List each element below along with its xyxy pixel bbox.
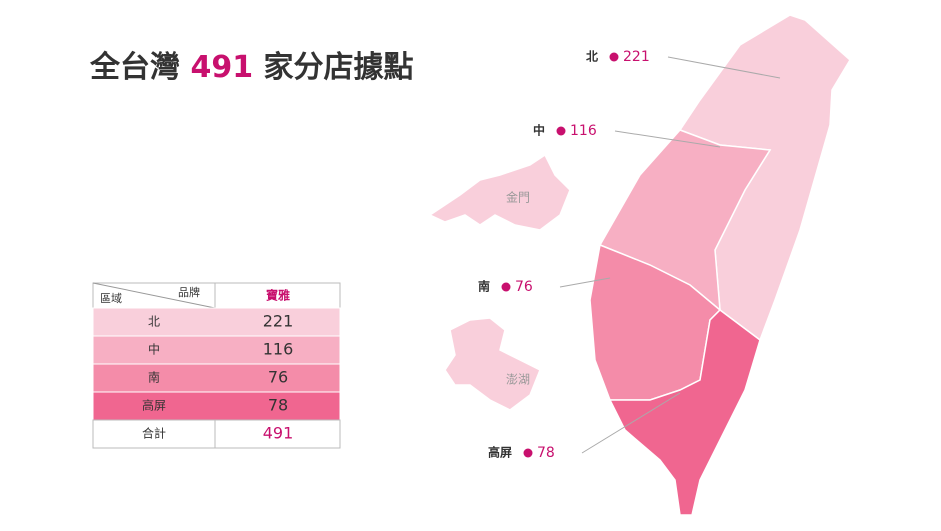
- map-count: 78: [537, 445, 555, 461]
- corner-top: 品牌: [178, 285, 200, 299]
- row-bg: [92, 391, 341, 421]
- title-suffix: 家分店據點: [264, 50, 414, 85]
- map-count: 221: [623, 49, 650, 65]
- header-row: [92, 282, 341, 309]
- total-count: 491: [263, 424, 294, 443]
- island-label: 澎湖: [506, 372, 530, 387]
- map-region: 中: [533, 123, 545, 138]
- row-count: 78: [268, 396, 288, 415]
- map-region: 高屏: [488, 445, 512, 460]
- row-bg: [92, 335, 341, 365]
- row-count: 116: [263, 340, 294, 359]
- pointer-line: [581, 392, 681, 454]
- penghu: [444, 317, 541, 411]
- pointer-line: [614, 130, 721, 148]
- row-count: 76: [268, 368, 288, 387]
- taiwan-map: [428, 14, 851, 516]
- row-count: 221: [263, 312, 294, 331]
- map-dot: [523, 448, 533, 458]
- row-bg: [92, 307, 341, 337]
- diagonal: [92, 282, 216, 309]
- row-bg: [92, 363, 341, 393]
- row-region: 北: [148, 315, 160, 329]
- island-label: 金門: [506, 190, 530, 205]
- map-count: 76: [515, 279, 533, 295]
- row-region: 高屏: [142, 398, 166, 413]
- pointer-line: [667, 56, 781, 79]
- title-prefix: 全台灣: [89, 50, 180, 85]
- map-region: 南: [478, 279, 490, 294]
- map-dot: [501, 282, 511, 292]
- map-count: 116: [570, 123, 597, 139]
- corner-bottom: 區域: [100, 292, 122, 305]
- row-region: 南: [148, 370, 160, 385]
- map-dot: [556, 126, 566, 136]
- region-kaoping: [608, 309, 761, 516]
- column-header: 寶雅: [266, 288, 290, 303]
- title: 全台灣 491 家分店據點: [89, 50, 414, 85]
- map-labels: 北 221 中 116 南 76 高屏 78: [478, 49, 781, 461]
- title-number: 491: [190, 50, 253, 85]
- map-region: 北: [586, 49, 598, 64]
- pointer-line: [559, 277, 611, 288]
- total-row: [92, 419, 341, 449]
- map-dot: [609, 52, 619, 62]
- kinmen: [428, 153, 571, 231]
- row-region: 中: [148, 342, 160, 357]
- total-label: 合計: [142, 426, 166, 441]
